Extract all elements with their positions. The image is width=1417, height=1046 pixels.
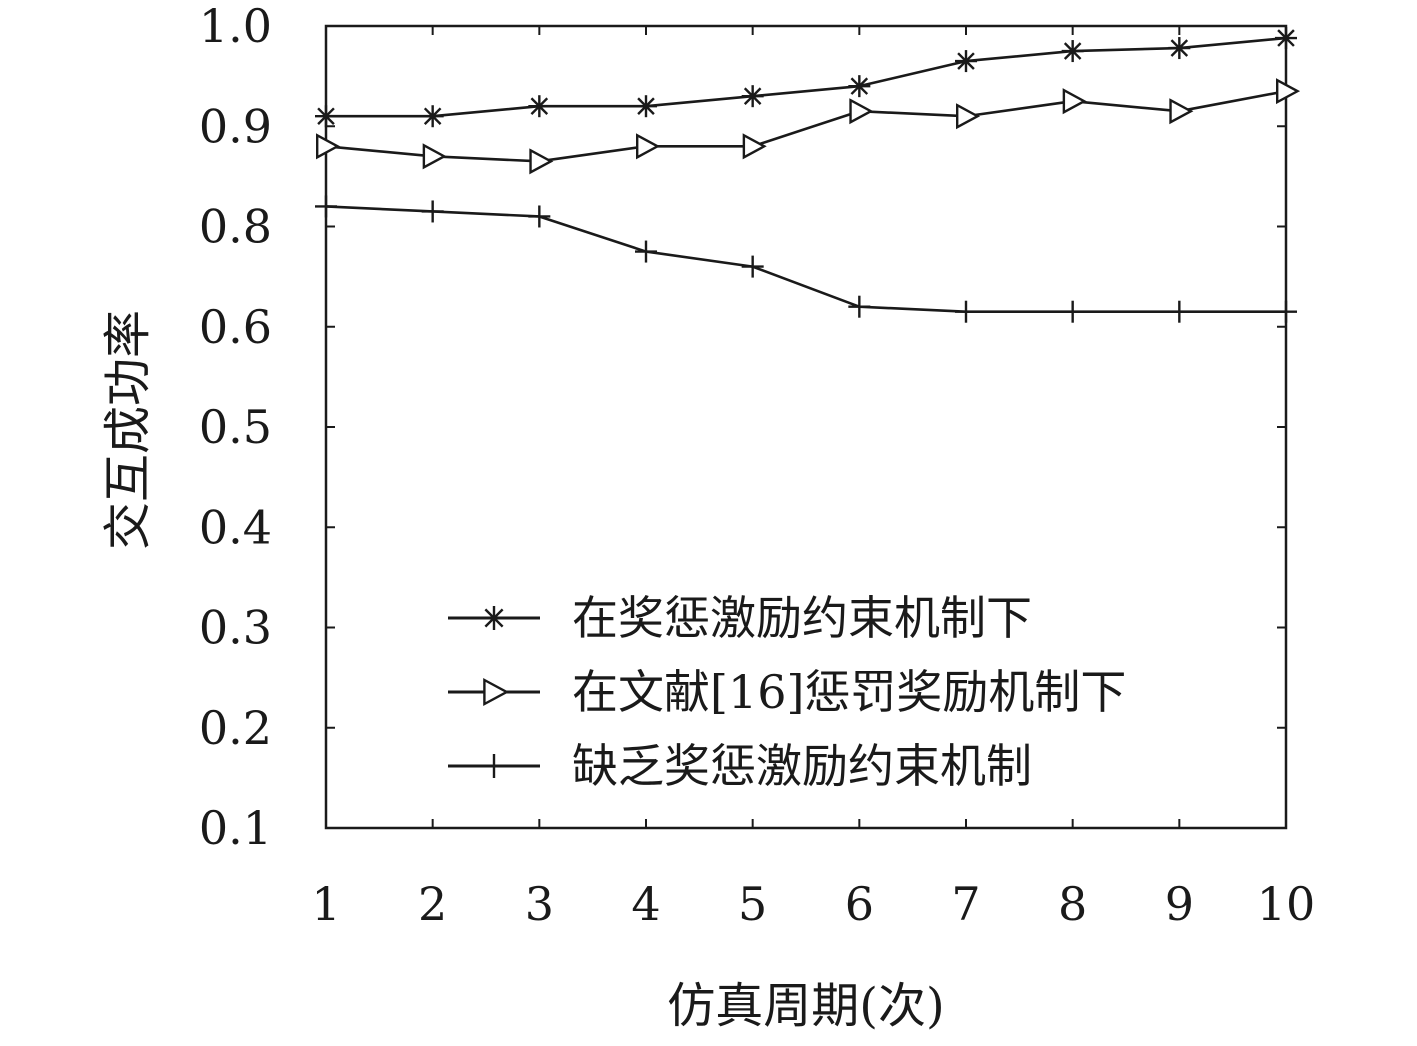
legend-label: 在文献[16]惩罚奖励机制下 xyxy=(572,665,1126,719)
series-line xyxy=(325,89,1287,163)
data-point-asterisk xyxy=(635,95,657,118)
series-line xyxy=(326,36,1287,118)
series-layer xyxy=(315,27,1301,323)
data-point-plus xyxy=(635,240,657,263)
data-point-asterisk xyxy=(1061,40,1084,63)
data-point-triangle xyxy=(742,133,767,160)
data-point-triangle xyxy=(316,133,341,160)
x-tick-label: 2 xyxy=(418,877,447,931)
data-point-triangle xyxy=(956,103,981,130)
y-axis-title: 交互成功率 xyxy=(100,310,156,550)
data-point-triangle xyxy=(1062,88,1087,115)
x-tick-label: 10 xyxy=(1257,877,1316,931)
data-point-plus xyxy=(955,300,977,323)
x-tick-label: 6 xyxy=(845,877,874,931)
series-2 xyxy=(316,78,1301,175)
legend-entry: 在文献[16]惩罚奖励机制下 xyxy=(448,665,1126,719)
data-point-triangle xyxy=(483,677,510,707)
data-point-asterisk xyxy=(848,75,871,98)
x-tick-label: 7 xyxy=(951,877,980,931)
y-axis-ticks: 0.1 0.2 0.3 0.4 0.5 0.6 0.8 0.9 1.0 xyxy=(199,0,1286,855)
legend-entry: 缺乏奖惩激励约束机制 xyxy=(448,739,1032,793)
data-point-plus xyxy=(848,295,871,318)
data-point-asterisk xyxy=(482,606,506,630)
legend-label: 在奖惩激励约束机制下 xyxy=(572,591,1032,645)
data-point-triangle xyxy=(1169,98,1194,125)
legend-label: 缺乏奖惩激励约束机制 xyxy=(572,739,1032,793)
series-3 xyxy=(315,195,1297,323)
data-point-plus xyxy=(482,754,506,778)
x-tick-label: 3 xyxy=(525,877,554,931)
data-point-plus xyxy=(1275,300,1297,323)
y-tick-label: 0.9 xyxy=(199,99,272,153)
y-tick-label: 0.6 xyxy=(199,300,272,354)
data-point-triangle xyxy=(529,148,554,175)
data-point-asterisk xyxy=(955,50,977,73)
legend-entry: 在奖惩激励约束机制下 xyxy=(448,591,1032,645)
y-tick-label: 0.1 xyxy=(199,801,272,855)
data-point-plus xyxy=(741,255,764,278)
y-tick-label: 0.3 xyxy=(199,601,272,655)
x-tick-label: 5 xyxy=(738,877,767,931)
data-point-plus xyxy=(315,195,337,218)
x-tick-label: 1 xyxy=(311,877,340,931)
data-point-triangle xyxy=(422,143,447,170)
x-axis-ticks: 1 2 3 4 5 6 7 8 9 10 xyxy=(311,26,1315,931)
y-tick-label: 0.2 xyxy=(199,701,272,755)
data-point-plus xyxy=(421,200,444,223)
data-point-plus xyxy=(1061,300,1084,323)
series-1 xyxy=(315,27,1297,128)
x-tick-label: 9 xyxy=(1165,877,1194,931)
data-point-triangle xyxy=(849,98,874,125)
data-point-triangle xyxy=(636,133,661,160)
y-tick-label: 0.5 xyxy=(199,400,272,454)
x-tick-label: 4 xyxy=(631,877,660,931)
data-point-asterisk xyxy=(1275,27,1297,50)
data-point-asterisk xyxy=(741,85,764,108)
y-tick-label: 1.0 xyxy=(199,0,272,53)
series-line xyxy=(325,205,1286,314)
data-point-plus xyxy=(528,205,551,228)
data-point-triangle xyxy=(1275,78,1301,105)
data-point-asterisk xyxy=(528,95,551,118)
data-point-plus xyxy=(1168,300,1191,323)
y-tick-label: 0.4 xyxy=(199,500,272,554)
data-point-asterisk xyxy=(1168,37,1191,60)
x-axis-title: 仿真周期(次) xyxy=(667,978,944,1034)
data-point-asterisk xyxy=(315,105,337,128)
data-point-asterisk xyxy=(421,105,444,128)
y-tick-label: 0.8 xyxy=(199,200,272,254)
x-tick-label: 8 xyxy=(1058,877,1087,931)
